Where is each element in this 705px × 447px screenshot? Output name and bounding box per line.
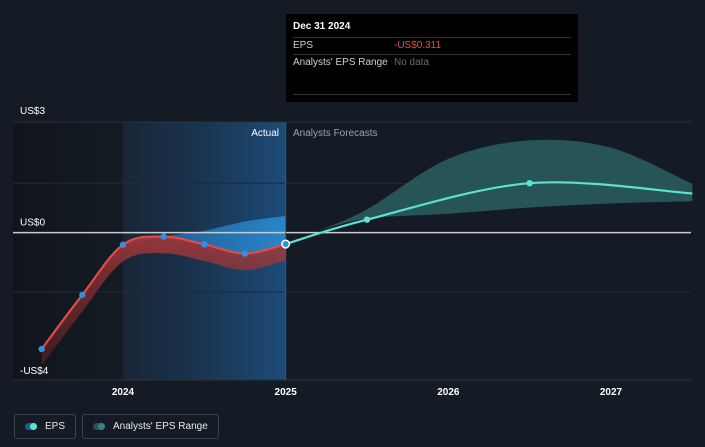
tooltip-divider bbox=[293, 94, 571, 95]
eps-legend-icon bbox=[25, 423, 37, 430]
eps-point[interactable] bbox=[241, 250, 249, 257]
eps-point[interactable] bbox=[281, 239, 291, 249]
tooltip-date: Dec 31 2024 bbox=[293, 21, 351, 32]
y-tick-label: US$3 bbox=[20, 106, 45, 117]
eps-range-legend-icon bbox=[93, 423, 106, 430]
eps-point[interactable] bbox=[79, 291, 86, 299]
actual-eps-range-band bbox=[123, 215, 286, 254]
eps-point[interactable] bbox=[119, 241, 127, 248]
y-tick-label: -US$4 bbox=[20, 366, 49, 377]
past-background bbox=[13, 122, 123, 380]
eps-forecast-line bbox=[285, 181, 693, 246]
tooltip-range-label: Analysts' EPS Range bbox=[293, 57, 388, 68]
hover-tooltip: Dec 31 2024 EPS -US$0.311 Analysts' EPS … bbox=[286, 14, 578, 102]
tooltip-row-eps: EPS -US$0.311 bbox=[293, 37, 571, 54]
eps-point[interactable] bbox=[201, 241, 208, 248]
eps-point[interactable] bbox=[160, 233, 167, 240]
eps-point[interactable] bbox=[38, 345, 45, 353]
legend-eps-range-label: Analysts' EPS Range bbox=[113, 421, 208, 432]
x-tick-label: 2026 bbox=[437, 387, 460, 398]
tooltip-range-value: No data bbox=[394, 57, 430, 68]
eps-points bbox=[38, 179, 533, 353]
legend-item-eps-range[interactable]: Analysts' EPS Range bbox=[82, 414, 219, 439]
x-tick-label: 2024 bbox=[112, 387, 135, 398]
legend: EPS Analysts' EPS Range bbox=[14, 414, 219, 439]
tooltip-row-range: Analysts' EPS Range No data bbox=[293, 54, 571, 71]
forecast-point[interactable] bbox=[526, 179, 533, 187]
tooltip-eps-label: EPS bbox=[293, 40, 314, 51]
y-tick-label: US$0 bbox=[20, 218, 45, 229]
axis-labels: US$3 US$0 -US$4 2024 2025 2026 2027 bbox=[20, 106, 623, 398]
x-tick-label: 2025 bbox=[275, 387, 298, 398]
analysts-forecasts-label: Analysts Forecasts bbox=[293, 128, 377, 139]
tooltip-eps-value: -US$0.311 bbox=[394, 40, 442, 51]
x-tick-label: 2027 bbox=[600, 387, 623, 398]
forecast-point[interactable] bbox=[363, 216, 371, 223]
legend-item-eps[interactable]: EPS bbox=[14, 414, 77, 439]
legend-eps-label: EPS bbox=[45, 421, 66, 432]
actual-label: Actual bbox=[251, 128, 279, 139]
